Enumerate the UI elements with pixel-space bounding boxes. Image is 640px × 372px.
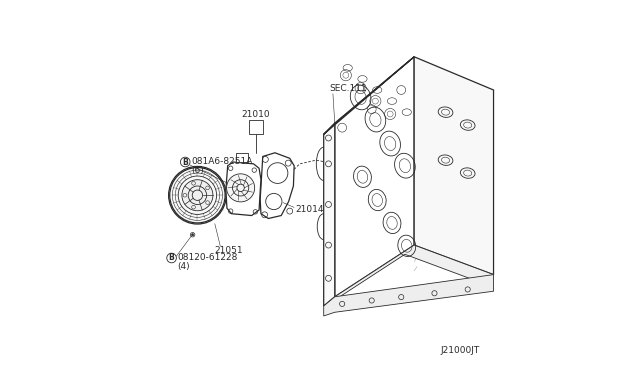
Text: 21051: 21051 (215, 246, 243, 255)
Text: (4): (4) (177, 262, 190, 270)
Text: (6): (6) (191, 166, 204, 174)
Text: J21000JT: J21000JT (441, 346, 480, 355)
Circle shape (227, 174, 255, 202)
Text: 081A6-8251A: 081A6-8251A (191, 157, 253, 166)
Bar (249, 120, 263, 134)
Circle shape (168, 166, 226, 224)
Polygon shape (324, 123, 335, 306)
Text: B: B (182, 157, 188, 167)
Polygon shape (335, 57, 414, 297)
Text: 21014: 21014 (295, 205, 323, 215)
Polygon shape (226, 162, 261, 215)
Text: 08120-61228: 08120-61228 (177, 253, 238, 262)
Polygon shape (324, 275, 493, 316)
Text: B: B (169, 253, 175, 263)
Polygon shape (324, 245, 493, 306)
Circle shape (191, 234, 194, 236)
Polygon shape (260, 153, 294, 218)
Polygon shape (236, 153, 248, 162)
Circle shape (182, 180, 213, 211)
Ellipse shape (212, 177, 221, 214)
Text: SEC.110: SEC.110 (326, 172, 364, 181)
Polygon shape (414, 57, 493, 275)
Text: 21010: 21010 (242, 109, 271, 119)
Polygon shape (324, 57, 414, 134)
Text: SEC.111: SEC.111 (329, 84, 367, 93)
